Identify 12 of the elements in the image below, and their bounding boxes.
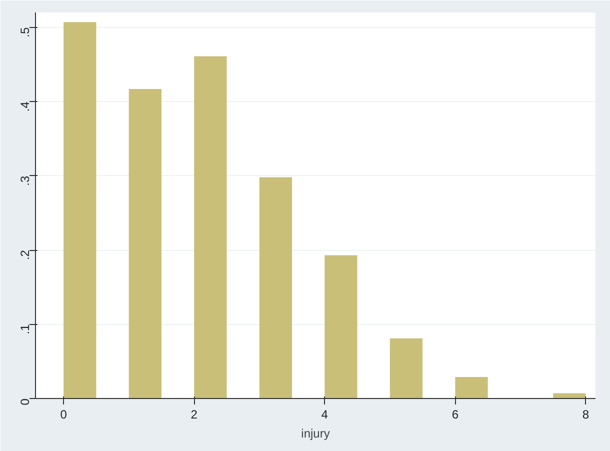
x-tick-label: 0	[60, 408, 68, 422]
x-axis-title: injury	[301, 426, 330, 440]
y-tick-label: 0	[18, 398, 32, 406]
y-tick-label: .2	[18, 250, 32, 260]
y-tick-label: .4	[18, 101, 32, 112]
y-tick-label: .5	[18, 27, 32, 38]
y-tick-label: .1	[18, 324, 32, 334]
y-tick-label: .3	[18, 175, 32, 186]
x-tick-label: 4	[321, 408, 328, 422]
x-tick-label: 2	[190, 408, 198, 422]
x-tick-label: 6	[452, 408, 459, 422]
x-tick-label: 8	[582, 408, 590, 422]
